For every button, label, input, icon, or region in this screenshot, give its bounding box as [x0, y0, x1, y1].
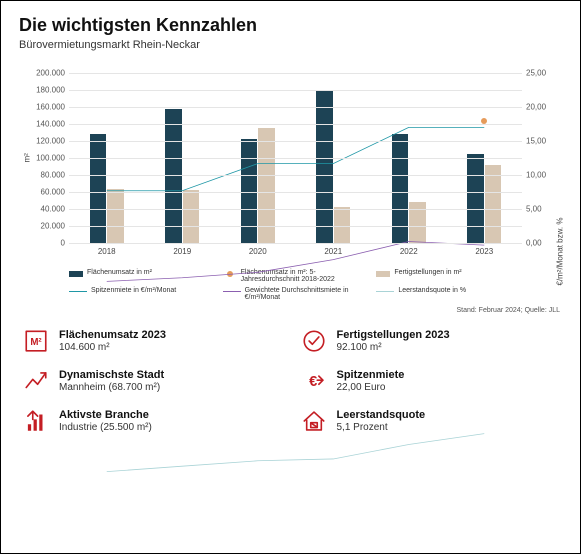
y1-tick-label: 20.000	[41, 222, 69, 231]
y1-axis-title: m²	[23, 153, 32, 162]
y1-tick-label: 200.000	[36, 69, 69, 78]
svg-text:M²: M²	[30, 337, 42, 348]
page-subtitle: Bürovermietungsmarkt Rhein-Neckar	[19, 39, 562, 51]
x-tick-label: 2023	[475, 247, 493, 256]
plot-area: 020.00040.00060.00080.000100.000120.0001…	[69, 73, 522, 243]
x-tick-label: 2018	[98, 247, 116, 256]
y1-tick-label: 140.000	[36, 120, 69, 129]
x-labels: 2018 2019 2020 2021 2022 2023	[69, 247, 522, 263]
y1-tick-label: 100.000	[36, 154, 69, 163]
x-tick-label: 2020	[249, 247, 267, 256]
line-leerstand	[107, 434, 485, 472]
barup-icon	[23, 408, 49, 434]
y1-tick-label: 60.000	[41, 188, 69, 197]
y2-tick-label: 25,00	[522, 69, 546, 78]
chart: m² €/m²/Monat bzw. % 020.00040.00060.000…	[19, 73, 562, 263]
y1-tick-label: 80.000	[41, 171, 69, 180]
y2-tick-label: 0,00	[522, 239, 542, 248]
y2-axis-title: €/m²/Monat bzw. %	[556, 218, 565, 286]
y1-tick-label: 180.000	[36, 86, 69, 95]
y2-tick-label: 20,00	[522, 103, 546, 112]
trend-icon	[23, 368, 49, 394]
marker-5y-avg	[481, 118, 487, 124]
y1-tick-label: 160.000	[36, 103, 69, 112]
page-title: Die wichtigsten Kennzahlen	[19, 15, 562, 36]
line-spitzenmiete	[107, 127, 485, 190]
x-tick-label: 2019	[173, 247, 191, 256]
x-tick-label: 2022	[400, 247, 418, 256]
y1-tick-label: 0	[61, 239, 69, 248]
y2-tick-label: 15,00	[522, 137, 546, 146]
y1-tick-label: 120.000	[36, 137, 69, 146]
x-tick-label: 2021	[324, 247, 342, 256]
y1-tick-label: 40.000	[41, 205, 69, 214]
y2-tick-label: 10,00	[522, 171, 546, 180]
m2-icon: M²	[23, 328, 49, 354]
y2-tick-label: 5,00	[522, 205, 542, 214]
